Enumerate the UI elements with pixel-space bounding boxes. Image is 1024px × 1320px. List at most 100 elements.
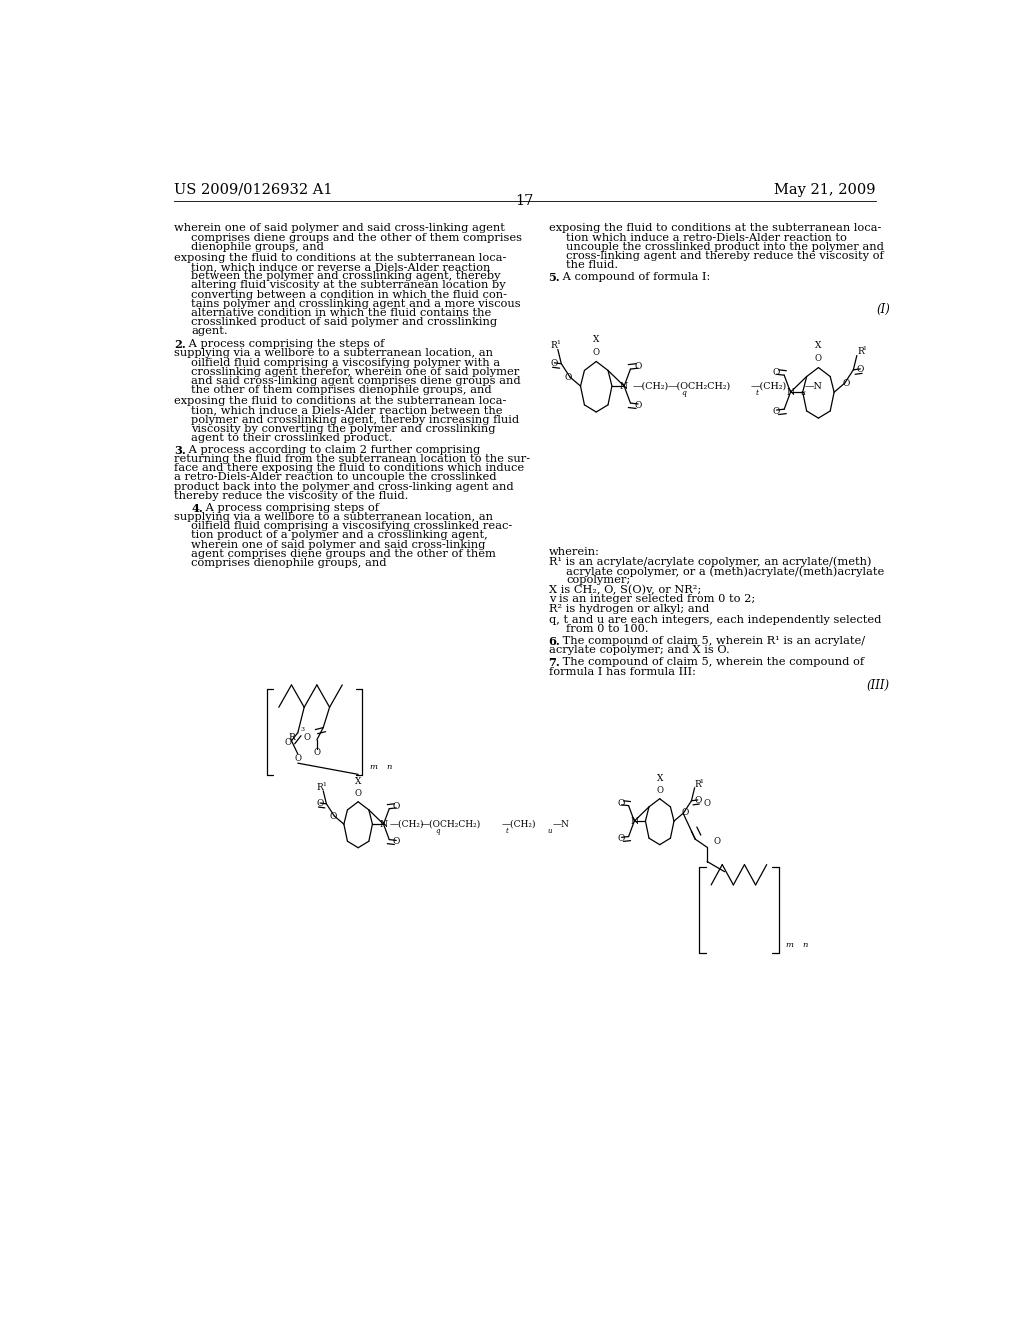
Text: crosslinked product of said polymer and crosslinking: crosslinked product of said polymer and … bbox=[191, 317, 498, 327]
Text: —(OCH₂CH₂): —(OCH₂CH₂) bbox=[421, 820, 481, 829]
Text: crosslinking agent therefor, wherein one of said polymer: crosslinking agent therefor, wherein one… bbox=[191, 367, 520, 376]
Text: X: X bbox=[593, 335, 599, 345]
Text: wherein:: wherein: bbox=[549, 546, 599, 557]
Text: O: O bbox=[773, 368, 780, 378]
Text: product back into the polymer and cross-linking agent and: product back into the polymer and cross-… bbox=[174, 482, 514, 491]
Text: oilfield fluid comprising a viscosifying polymer with a: oilfield fluid comprising a viscosifying… bbox=[191, 358, 501, 367]
Text: US 2009/0126932 A1: US 2009/0126932 A1 bbox=[174, 182, 333, 197]
Text: O: O bbox=[635, 363, 642, 371]
Text: N: N bbox=[786, 388, 795, 397]
Text: 1: 1 bbox=[556, 339, 560, 345]
Text: copolymer;: copolymer; bbox=[566, 576, 631, 585]
Text: acrylate copolymer; and X is O.: acrylate copolymer; and X is O. bbox=[549, 645, 729, 655]
Text: altering fluid viscosity at the subterranean location by: altering fluid viscosity at the subterra… bbox=[191, 280, 506, 290]
Text: 1: 1 bbox=[699, 779, 703, 784]
Text: 6.: 6. bbox=[549, 636, 560, 647]
Text: m: m bbox=[370, 763, 377, 771]
Text: comprises dienophile groups, and: comprises dienophile groups, and bbox=[191, 558, 387, 568]
Text: O: O bbox=[304, 733, 311, 742]
Text: oilfield fluid comprising a viscosifying crosslinked reac-: oilfield fluid comprising a viscosifying… bbox=[191, 521, 513, 531]
Text: —N: —N bbox=[553, 820, 569, 829]
Text: converting between a condition in which the fluid con-: converting between a condition in which … bbox=[191, 289, 508, 300]
Text: the fluid.: the fluid. bbox=[566, 260, 618, 271]
Text: O: O bbox=[392, 837, 400, 846]
Text: formula I has formula III:: formula I has formula III: bbox=[549, 667, 695, 677]
Text: O: O bbox=[285, 738, 292, 747]
Text: from 0 to 100.: from 0 to 100. bbox=[566, 624, 648, 634]
Text: agent.: agent. bbox=[191, 326, 228, 337]
Text: —(OCH₂CH₂): —(OCH₂CH₂) bbox=[667, 381, 730, 391]
Text: exposing the fluid to conditions at the subterranean loca-: exposing the fluid to conditions at the … bbox=[174, 396, 507, 407]
Text: The compound of claim 5, wherein R¹ is an acrylate/: The compound of claim 5, wherein R¹ is a… bbox=[559, 636, 865, 645]
Text: O: O bbox=[617, 834, 626, 843]
Text: viscosity by converting the polymer and crosslinking: viscosity by converting the polymer and … bbox=[191, 424, 496, 434]
Text: R: R bbox=[316, 783, 324, 792]
Text: (I): (I) bbox=[876, 302, 890, 315]
Text: O: O bbox=[617, 799, 626, 808]
Text: X: X bbox=[815, 341, 821, 350]
Text: X is CH₂, O, S(O)v, or NR²;: X is CH₂, O, S(O)v, or NR²; bbox=[549, 585, 700, 595]
Text: The compound of claim 5, wherein the compound of: The compound of claim 5, wherein the com… bbox=[559, 657, 864, 668]
Text: alternative condition in which the fluid contains the: alternative condition in which the fluid… bbox=[191, 308, 492, 318]
Text: a retro-Diels-Alder reaction to uncouple the crosslinked: a retro-Diels-Alder reaction to uncouple… bbox=[174, 473, 497, 483]
Text: supplying via a wellbore to a subterranean location, an: supplying via a wellbore to a subterrane… bbox=[174, 512, 493, 523]
Text: tion which induce a retro-Diels-Alder reaction to: tion which induce a retro-Diels-Alder re… bbox=[566, 232, 847, 243]
Text: N: N bbox=[379, 820, 388, 829]
Text: R: R bbox=[288, 733, 295, 742]
Text: t: t bbox=[755, 389, 758, 397]
Text: n: n bbox=[386, 763, 392, 771]
Text: O: O bbox=[656, 785, 664, 795]
Text: O: O bbox=[857, 366, 864, 375]
Text: uncouple the crosslinked product into the polymer and: uncouple the crosslinked product into th… bbox=[566, 242, 884, 252]
Text: t: t bbox=[506, 828, 509, 836]
Text: O: O bbox=[564, 372, 572, 381]
Text: O: O bbox=[773, 407, 780, 416]
Text: O: O bbox=[392, 803, 400, 812]
Text: q: q bbox=[435, 828, 439, 836]
Text: the other of them comprises dienophile groups, and: the other of them comprises dienophile g… bbox=[191, 385, 493, 395]
Text: May 21, 2009: May 21, 2009 bbox=[774, 182, 876, 197]
Text: O: O bbox=[815, 354, 822, 363]
Text: 5.: 5. bbox=[549, 272, 560, 284]
Text: O: O bbox=[635, 401, 642, 409]
Text: A process comprising steps of: A process comprising steps of bbox=[203, 503, 379, 513]
Text: A process comprising the steps of: A process comprising the steps of bbox=[184, 339, 384, 350]
Text: polymer and crosslinking agent, thereby increasing fluid: polymer and crosslinking agent, thereby … bbox=[191, 414, 519, 425]
Text: comprises diene groups and the other of them comprises: comprises diene groups and the other of … bbox=[191, 232, 522, 243]
Text: A compound of formula I:: A compound of formula I: bbox=[559, 272, 711, 282]
Text: A process according to claim 2 further comprising: A process according to claim 2 further c… bbox=[184, 445, 480, 455]
Text: —(CH₂): —(CH₂) bbox=[633, 381, 670, 391]
Text: O: O bbox=[843, 379, 850, 388]
Text: 3.: 3. bbox=[174, 445, 185, 455]
Text: O: O bbox=[313, 748, 321, 758]
Text: wherein one of said polymer and said cross-linking: wherein one of said polymer and said cro… bbox=[191, 540, 485, 549]
Text: O: O bbox=[294, 754, 301, 763]
Text: (III): (III) bbox=[866, 678, 890, 692]
Text: q, t and u are each integers, each independently selected: q, t and u are each integers, each indep… bbox=[549, 615, 881, 624]
Text: tion product of a polymer and a crosslinking agent,: tion product of a polymer and a crosslin… bbox=[191, 531, 488, 540]
Text: m: m bbox=[785, 941, 794, 949]
Text: 1: 1 bbox=[322, 781, 326, 787]
Text: R: R bbox=[551, 342, 558, 350]
Text: O: O bbox=[694, 796, 701, 805]
Text: v is an integer selected from 0 to 2;: v is an integer selected from 0 to 2; bbox=[549, 594, 755, 605]
Text: and said cross-linking agent comprises diene groups and: and said cross-linking agent comprises d… bbox=[191, 376, 521, 385]
Text: n: n bbox=[803, 941, 808, 949]
Text: —(CH₂): —(CH₂) bbox=[501, 820, 536, 829]
Text: 4.: 4. bbox=[191, 503, 203, 513]
Text: between the polymer and crosslinking agent, thereby: between the polymer and crosslinking age… bbox=[191, 271, 501, 281]
Text: —N: —N bbox=[804, 381, 822, 391]
Text: R¹ is an acrylate/acrylate copolymer, an acrylate/(meth): R¹ is an acrylate/acrylate copolymer, an… bbox=[549, 557, 871, 568]
Text: 2.: 2. bbox=[174, 339, 185, 350]
Text: u: u bbox=[801, 389, 805, 397]
Text: O: O bbox=[329, 812, 337, 821]
Text: O: O bbox=[593, 347, 600, 356]
Text: R: R bbox=[857, 347, 863, 356]
Text: agent comprises diene groups and the other of them: agent comprises diene groups and the oth… bbox=[191, 549, 497, 558]
Text: O: O bbox=[681, 808, 689, 817]
Text: thereby reduce the viscosity of the fluid.: thereby reduce the viscosity of the flui… bbox=[174, 491, 409, 500]
Text: R: R bbox=[694, 780, 701, 789]
Text: wherein one of said polymer and said cross-linking agent: wherein one of said polymer and said cro… bbox=[174, 223, 505, 234]
Text: O: O bbox=[551, 359, 558, 368]
Text: —(CH₂): —(CH₂) bbox=[390, 820, 425, 829]
